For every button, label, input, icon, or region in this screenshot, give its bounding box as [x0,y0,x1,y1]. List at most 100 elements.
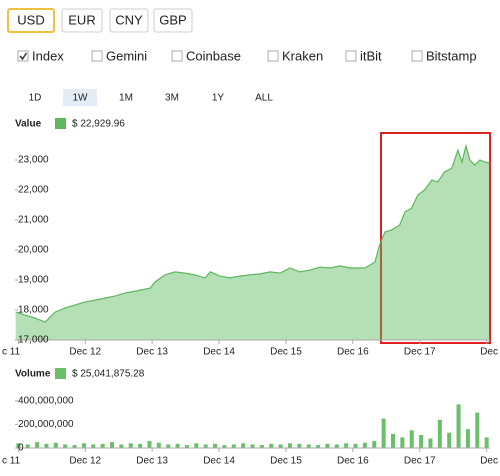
legend-value: $ 22,929.96 [72,119,125,130]
range-selected[interactable] [63,89,97,106]
source-label: Coinbase [186,48,241,63]
volume-bar [297,443,302,448]
legend-swatch [55,368,66,379]
volume-bar [334,444,339,448]
volume-bar [128,443,133,448]
currency-label: GBP [159,12,186,27]
checkbox[interactable] [267,50,279,62]
volume-bar [156,442,161,448]
area-fill [15,145,490,340]
volume-bar [465,429,470,448]
volume-bar [241,443,246,448]
source-label: Gemini [106,48,147,63]
legend-label: Value [15,119,42,130]
volume-bar [447,432,452,448]
check-mark [19,52,28,61]
currency-button[interactable] [109,8,149,33]
source-label: Kraken [282,48,323,63]
volume-bar [287,443,292,448]
y-tick-label: 400,000,000 [18,395,74,406]
y-tick-label: 23,000 [18,155,49,166]
x-tick-label: c 11 [2,347,21,358]
volume-bar [316,445,321,448]
y-tick-label: 22,000 [18,185,49,196]
currency-button[interactable] [153,8,193,33]
currency-label: USD [17,12,44,27]
x-tick-label: Dec 17 [404,456,436,467]
range-label: 1Y [212,93,225,104]
y-tick-label: 17,000 [18,335,49,346]
range-label: 1M [119,93,133,104]
volume-bar [110,442,115,448]
x-tick-label: Dec 16 [337,456,369,467]
volume-bar [400,437,405,448]
volume-bar [362,442,367,448]
x-tick-label: Dec [480,456,498,467]
volume-bar [353,443,358,448]
source-label: Index [32,48,64,63]
volume-bar [222,445,227,448]
x-tick-label: Dec 16 [337,347,369,358]
volume-bar [419,435,424,448]
source-label: Bitstamp [426,48,477,63]
volume-bar [91,444,96,448]
volume-bar [456,404,461,448]
y-tick-label: 18,000 [18,305,49,316]
volume-bar [203,444,208,448]
checkbox[interactable] [345,50,357,62]
volume-bar [306,444,311,448]
source-label: itBit [360,48,382,63]
range-label: ALL [255,93,273,104]
x-tick-label: Dec [480,347,498,358]
y-tick-label: 200,000,000 [18,419,74,430]
volume-bar [409,430,414,448]
currency-label: EUR [68,12,95,27]
price-line [15,143,490,323]
volume-bar [35,442,40,448]
checkbox[interactable] [411,50,423,62]
x-tick-label: Dec 12 [69,456,101,467]
checkbox[interactable] [17,50,29,62]
volume-bar [25,444,30,448]
x-tick-label: Dec 14 [203,347,235,358]
x-tick-label: Dec 13 [136,456,168,467]
checkbox[interactable] [171,50,183,62]
volume-bar [475,412,480,448]
x-tick-label: Dec 12 [69,347,101,358]
y-tick-label: 0 [18,443,24,454]
volume-bar [53,442,58,448]
checkbox[interactable] [91,50,103,62]
currency-label: CNY [115,12,143,27]
volume-bar [269,443,274,448]
volume-bar [100,443,105,448]
volume-bar [16,443,21,448]
volume-bar [175,443,180,448]
currency-button[interactable] [61,8,103,33]
x-tick-label: c 11 [2,456,21,467]
volume-bar [72,445,77,448]
highlight-box [380,132,491,344]
volume-bar [484,437,489,448]
volume-bar [81,443,86,448]
range-label: 1D [29,93,42,104]
volume-bar [428,438,433,448]
volume-bar [119,444,124,448]
volume-bar [44,443,49,448]
x-tick-label: Dec 13 [136,347,168,358]
range-label: 1W [73,93,89,104]
volume-bar [278,444,283,448]
currency-button[interactable] [7,8,55,33]
legend-label: Volume [15,369,51,380]
volume-bar [344,443,349,448]
volume-bar [184,445,189,448]
legend-value: $ 25,041,875.28 [72,369,145,380]
volume-bar [138,443,143,448]
x-tick-label: Dec 14 [203,456,235,467]
volume-bar [437,419,442,448]
volume-bar [213,443,218,448]
volume-bar [231,444,236,448]
volume-bar [390,433,395,448]
volume-bar [381,418,386,448]
y-tick-label: 19,000 [18,275,49,286]
